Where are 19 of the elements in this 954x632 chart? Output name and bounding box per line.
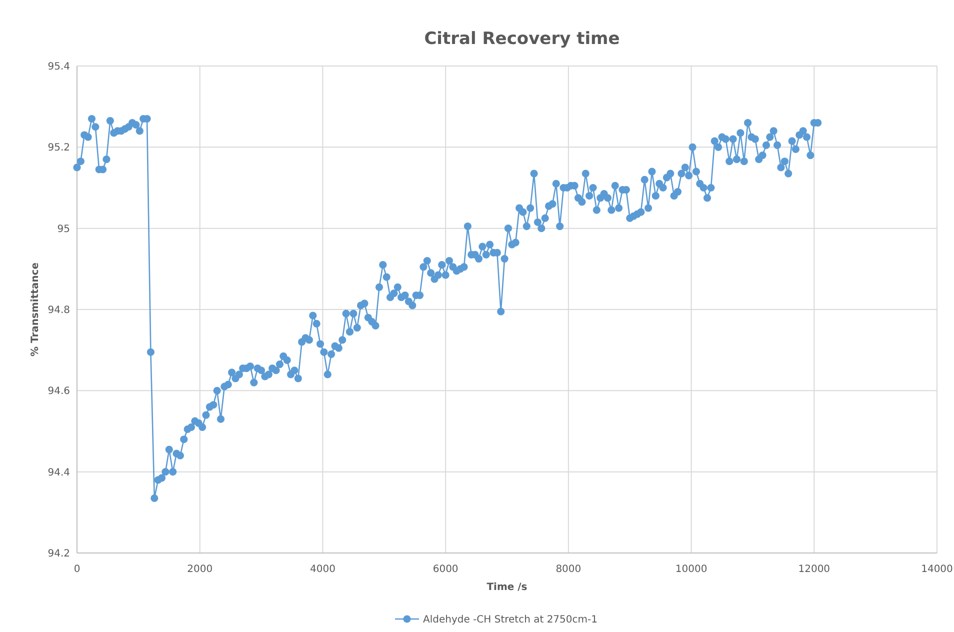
legend-label: Aldehyde -CH Stretch at 2750cm-1 [423,614,598,626]
x-axis-title: Time /s [486,582,528,593]
x-tick-label: 2000 [187,564,213,575]
y-tick-label: 95.2 [48,142,70,154]
x-tick-label: 0 [74,564,80,575]
x-tick-label: 8000 [556,564,582,575]
x-tick-label: 10000 [675,564,708,575]
x-tick-label: 4000 [310,564,336,575]
x-tick-label: 14000 [921,564,953,575]
chart-title: Citral Recovery time [424,29,620,49]
y-tick-label: 95.4 [48,62,70,72]
y-tick-label: 95 [57,224,70,235]
y-tick-label: 94.4 [48,467,70,478]
y-tick-label: 94.8 [48,305,70,316]
y-tick-label: 94.6 [48,386,70,398]
y-axis-title: % Transmittance [30,262,41,356]
x-tick-label: 12000 [798,564,830,575]
y-tick-label: 94.2 [48,548,70,560]
x-tick-label: 6000 [432,564,458,575]
